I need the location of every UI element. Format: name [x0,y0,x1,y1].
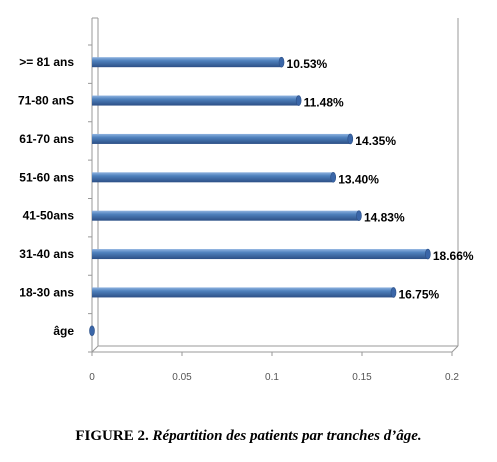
bar-end-cap [356,210,362,221]
figure-caption: FIGURE 2. Répartition des patients par t… [0,428,497,445]
category-label: 31-40 ans [19,247,74,261]
x-tick-label: 0.1 [265,372,279,383]
category-label: 41-50ans [23,209,75,223]
x-tick-label: 0.05 [172,372,192,383]
category-label: 51-60 ans [19,170,74,184]
bar [92,172,337,183]
bar [92,248,431,260]
data-label: 16.75% [399,287,440,301]
data-label: 14.35% [355,134,396,148]
figure-caption-text: Répartition des patients par tranches d’… [152,428,422,444]
bar-end-cap [278,56,285,68]
bar-body [92,210,359,221]
data-label: 13.40% [338,172,379,186]
data-label: 10.53% [287,57,328,71]
x-tick-label: 0.15 [352,372,372,383]
x-tick-label: 0.2 [445,372,459,383]
bar-body [92,57,282,68]
bar-end-cap [390,287,397,298]
chart-axes [88,17,459,356]
bar-end-cap [425,248,431,260]
bar [92,210,362,221]
figure-caption-label: FIGURE 2. [75,428,149,444]
bar-end-cap [347,133,354,145]
bar-body [92,95,299,106]
bar-end-cap [89,325,95,337]
bar-end-cap [330,172,337,183]
category-label: 18-30 ans [19,285,74,299]
bar [92,287,397,298]
bar [92,95,302,106]
data-label: 14.83% [364,211,405,225]
bar-body [92,172,334,183]
chart-labels: 0 0.05 0.1 0.15 0.2 âge 18-30 ans 16.75% 31-40 a… [18,55,474,383]
data-label: 18.66% [433,249,474,263]
bar [89,325,95,337]
bar-body [92,287,394,298]
category-label: âge [53,324,74,338]
x-tick-label: 0 [89,372,95,383]
chart: 0 0.05 0.1 0.15 0.2 âge 18-30 ans 16.75% 31-40 a… [18,17,474,383]
chart-bars [89,56,431,337]
y-axis-bottom-depth [91,345,99,353]
x-axis-right-depth [451,345,459,353]
bar-body [92,249,428,260]
category-label: >= 81 ans [19,55,74,69]
bar [92,56,285,68]
bar-end-cap [295,95,302,106]
bar-body [92,133,351,144]
category-label: 61-70 ans [19,132,74,146]
category-label: 71-80 anS [18,94,74,108]
bar [92,133,354,145]
data-label: 11.48% [304,96,344,110]
